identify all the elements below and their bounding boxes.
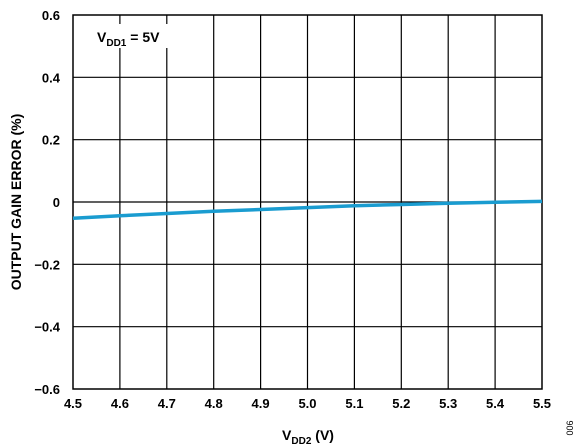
x-tick-label: 5.2 <box>392 396 410 411</box>
grid <box>73 15 542 389</box>
x-tick-label: 5.3 <box>439 396 457 411</box>
y-tick-label: 0.2 <box>42 133 60 148</box>
series-layer <box>72 199 543 220</box>
annotation-background <box>93 24 185 48</box>
y-tick-labels: 0.6 0.4 0.2 0 −0.2 −0.4 −0.6 <box>34 8 60 397</box>
series-line <box>72 199 543 220</box>
x-tick-label: 5.0 <box>298 396 316 411</box>
x-axis-title-base: V <box>282 427 292 443</box>
y-tick-label: 0.4 <box>42 70 61 85</box>
x-axis-title: VDD2 (V) <box>282 427 334 447</box>
annotation-vdd1: VDD1 = 5V <box>97 29 160 49</box>
x-tick-label: 5.5 <box>533 396 551 411</box>
y-tick-label: −0.6 <box>34 382 60 397</box>
y-tick-label: −0.4 <box>34 320 60 335</box>
x-tick-label: 4.9 <box>252 396 270 411</box>
x-tick-labels: 4.5 4.6 4.7 4.8 4.9 5.0 5.1 5.2 5.3 5.4 5.5 <box>64 396 551 411</box>
annotation-sub: DD1 <box>106 38 126 49</box>
annotation-suffix: = 5V <box>126 29 160 45</box>
x-tick-label: 4.8 <box>205 396 223 411</box>
x-tick-label: 4.5 <box>64 396 82 411</box>
x-tick-label: 4.6 <box>111 396 129 411</box>
x-axis-title-suffix: (V) <box>311 427 334 443</box>
x-axis-title-sub: DD2 <box>291 436 311 447</box>
y-axis-title: OUTPUT GAIN ERROR (%) <box>8 114 24 291</box>
annotation-base: V <box>97 29 107 45</box>
x-tick-label: 5.4 <box>486 396 505 411</box>
y-tick-label: 0 <box>53 195 60 210</box>
x-tick-label: 4.7 <box>158 396 176 411</box>
x-tick-label: 5.1 <box>345 396 363 411</box>
y-tick-label: 0.6 <box>42 8 60 23</box>
figure-id: 006 <box>565 420 575 435</box>
y-tick-label: −0.2 <box>34 257 60 272</box>
